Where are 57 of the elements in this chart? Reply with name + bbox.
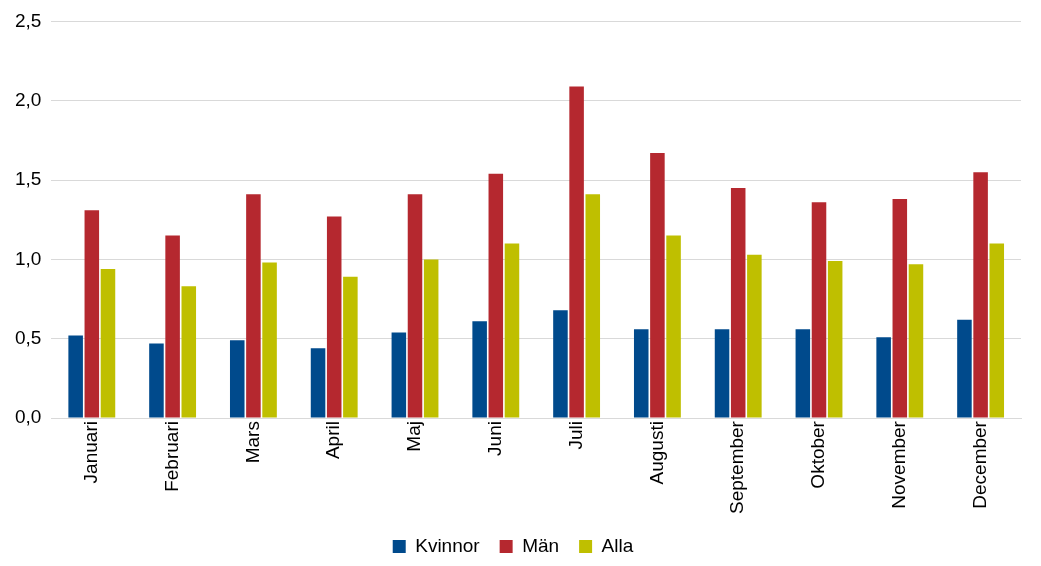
bar <box>892 199 908 418</box>
bar <box>326 216 342 418</box>
y-tick-label: 1,0 <box>14 247 42 269</box>
bar <box>246 194 261 418</box>
bar <box>149 343 164 418</box>
bar <box>795 329 811 418</box>
x-tick-label: Februari <box>160 421 182 492</box>
bar <box>827 260 843 418</box>
x-tick-label: September <box>726 420 748 515</box>
x-tick-label: November <box>888 420 910 509</box>
y-tick-label: 2,0 <box>14 88 42 110</box>
bar <box>262 262 277 418</box>
bar <box>504 243 520 418</box>
bar <box>989 243 1005 418</box>
x-tick-label: December <box>968 420 990 509</box>
y-tick-label: 2,5 <box>14 9 42 31</box>
x-tick-label: Maj <box>403 421 425 452</box>
bar <box>811 202 827 418</box>
bar <box>68 335 83 418</box>
bar <box>229 340 245 418</box>
x-tick-label: Augusti <box>645 421 667 485</box>
x-tick-label: Juni <box>484 421 506 456</box>
bar <box>714 329 730 418</box>
bar <box>391 332 407 418</box>
bar <box>310 348 326 418</box>
x-tick-label: April <box>322 421 344 460</box>
bar <box>666 235 681 418</box>
bar <box>957 319 972 418</box>
legend-label: Kvinnor <box>415 534 481 556</box>
legend-label: Män <box>522 534 560 556</box>
bar <box>585 194 601 418</box>
bar <box>100 268 116 418</box>
bar <box>423 259 439 418</box>
bar <box>730 188 746 418</box>
bar <box>973 172 988 418</box>
y-tick-label: 1,5 <box>14 168 42 190</box>
bar <box>407 194 423 418</box>
bar <box>650 153 665 418</box>
bar <box>747 254 762 418</box>
bar <box>569 86 584 418</box>
bar <box>84 210 100 418</box>
bar <box>181 286 197 418</box>
y-tick-label: 0,5 <box>14 326 42 348</box>
x-tick-label: Oktober <box>807 420 829 489</box>
bar <box>472 321 487 418</box>
bar <box>908 264 924 418</box>
bar <box>343 276 358 418</box>
bar <box>553 310 568 418</box>
bar <box>876 337 891 418</box>
x-tick-label: Mars <box>241 421 263 464</box>
x-tick-label: Juli <box>564 421 586 450</box>
bar <box>488 173 504 418</box>
x-tick-label: Januari <box>80 421 102 484</box>
bar <box>633 329 649 418</box>
legend-label: Alla <box>601 534 634 556</box>
y-tick-label: 0,0 <box>14 406 42 428</box>
bar <box>165 235 180 418</box>
